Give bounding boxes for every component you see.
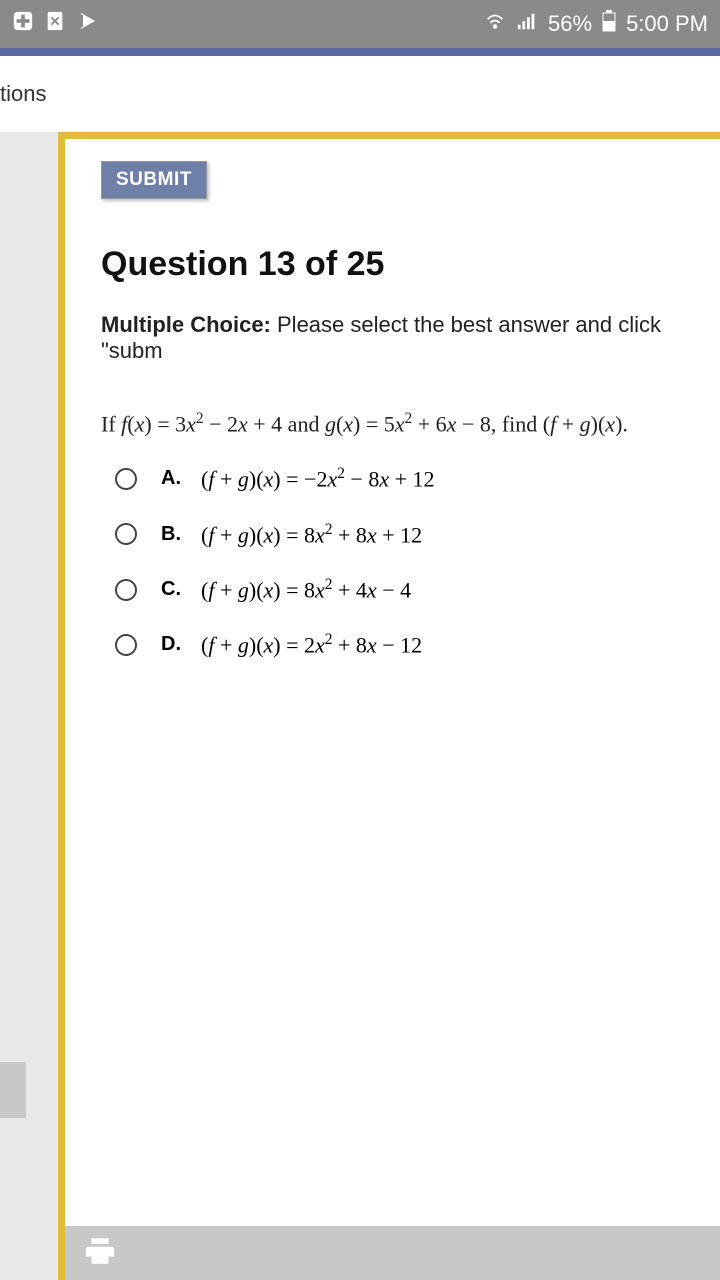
wifi-icon (484, 10, 506, 38)
option-text: (f + g)(x) = −2x2 − 8x + 12 (201, 465, 435, 492)
radio-icon[interactable] (115, 523, 137, 545)
recycle-icon (44, 10, 66, 38)
plus-icon (12, 10, 34, 38)
android-status-bar: 56% 5:00 PM (0, 0, 720, 48)
radio-icon[interactable] (115, 634, 137, 656)
left-scrollbar-fragment[interactable] (0, 1062, 26, 1118)
option-letter: D. (161, 633, 183, 656)
status-left-icons (12, 9, 100, 39)
radio-icon[interactable] (115, 579, 137, 601)
option-letter: A. (161, 467, 183, 490)
multiple-choice-instruction: Multiple Choice: Please select the best … (101, 312, 698, 364)
answer-options: A. (f + g)(x) = −2x2 − 8x + 12 B. (f + g… (101, 465, 698, 658)
problem-statement: If f(x) = 3x2 − 2x + 4 and g(x) = 5x2 + … (101, 410, 698, 437)
mc-prefix: Multiple Choice: (101, 312, 271, 337)
option-d[interactable]: D. (f + g)(x) = 2x2 + 8x − 12 (101, 631, 698, 658)
option-text: (f + g)(x) = 2x2 + 8x − 12 (201, 631, 422, 658)
bottom-toolbar (65, 1226, 720, 1280)
option-c[interactable]: C. (f + g)(x) = 8x2 + 4x − 4 (101, 576, 698, 603)
question-heading: Question 13 of 25 (101, 245, 698, 284)
play-icon (76, 9, 100, 39)
signal-icon (516, 10, 538, 38)
clock-time: 5:00 PM (626, 11, 708, 37)
app-header-bar (0, 48, 720, 56)
option-text: (f + g)(x) = 8x2 + 4x − 4 (201, 576, 411, 603)
option-letter: C. (161, 578, 183, 601)
status-right: 56% 5:00 PM (484, 10, 708, 38)
battery-pct: 56% (548, 11, 592, 37)
quiz-content-frame: SUBMIT Question 13 of 25 Multiple Choice… (58, 132, 720, 1280)
tab-area: tions (0, 56, 720, 132)
option-a[interactable]: A. (f + g)(x) = −2x2 − 8x + 12 (101, 465, 698, 492)
option-b[interactable]: B. (f + g)(x) = 8x2 + 8x + 12 (101, 521, 698, 548)
battery-icon (602, 10, 616, 38)
print-icon[interactable] (83, 1234, 117, 1273)
submit-button[interactable]: SUBMIT (101, 161, 207, 199)
tab-label-partial[interactable]: tions (0, 81, 46, 107)
option-letter: B. (161, 523, 183, 546)
option-text: (f + g)(x) = 8x2 + 8x + 12 (201, 521, 422, 548)
radio-icon[interactable] (115, 468, 137, 490)
